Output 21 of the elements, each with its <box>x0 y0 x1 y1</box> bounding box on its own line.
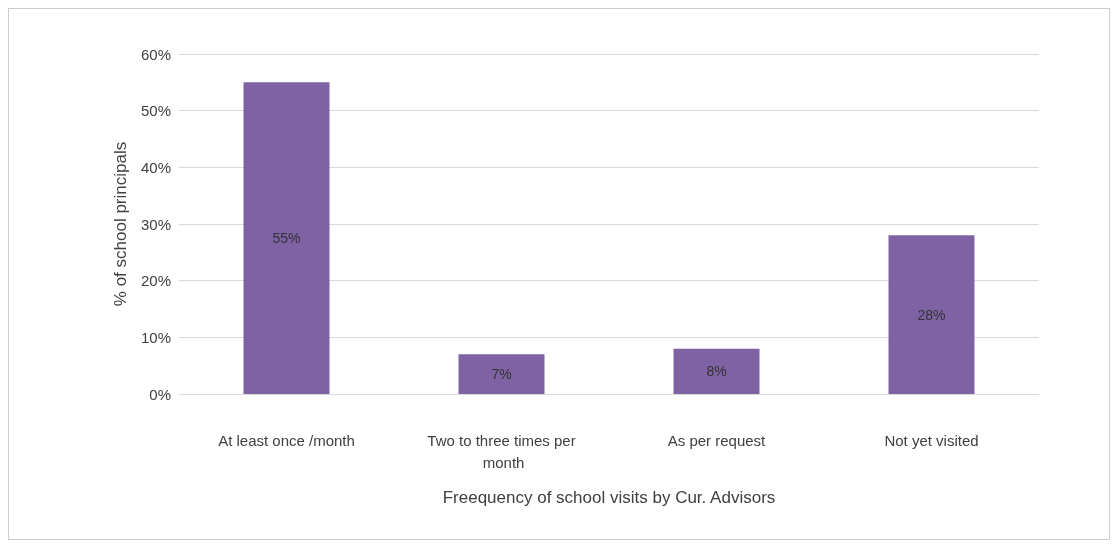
bar <box>243 82 330 394</box>
data-label: 7% <box>491 366 512 383</box>
y-tick-label: 30% <box>140 215 171 233</box>
y-tick-label: 20% <box>140 272 171 290</box>
y-tick-label: 50% <box>140 102 171 120</box>
x-axis-title: Freequency of school visits by Cur. Advisors <box>442 488 776 507</box>
data-label: 55% <box>272 230 301 247</box>
y-tick-label: 0% <box>149 385 171 403</box>
bar <box>458 354 545 394</box>
bar <box>673 348 760 394</box>
x-tick-label: As per request <box>667 431 767 449</box>
y-tick-label: 10% <box>140 328 171 346</box>
data-label: 8% <box>706 363 727 380</box>
y-tick-label: 60% <box>140 45 171 63</box>
y-tick-label: 40% <box>140 158 171 176</box>
x-tick-label: Two to three times per month <box>427 431 576 471</box>
x-tick-label: At least once /month <box>218 431 355 449</box>
bar <box>888 235 975 394</box>
x-tick-label: Not yet visited <box>884 431 979 449</box>
y-axis-title: % of school principals <box>111 141 130 307</box>
data-label: 28% <box>917 306 946 323</box>
